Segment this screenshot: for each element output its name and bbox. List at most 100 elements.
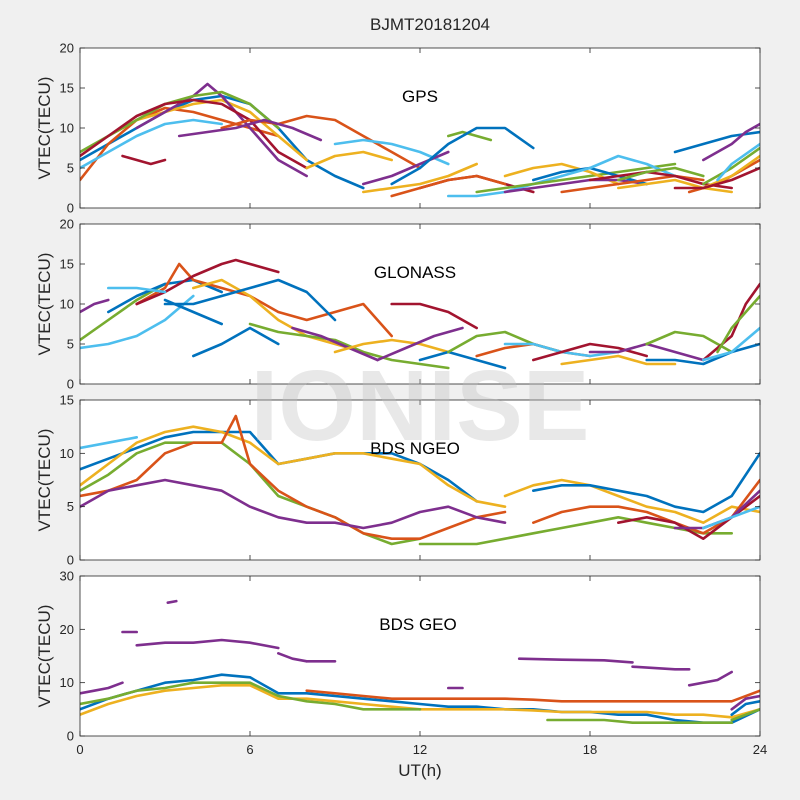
- x-tick-label: 12: [413, 742, 427, 757]
- y-tick-label: 20: [60, 622, 74, 637]
- y-tick-label: 20: [60, 41, 74, 56]
- series-group: [80, 258, 760, 370]
- series-line-27: [616, 166, 705, 182]
- series-line-34: [716, 142, 760, 182]
- series-line-3: [80, 425, 507, 509]
- series-line-9: [687, 670, 734, 687]
- series-line-16: [361, 162, 479, 194]
- panel-annotation: GLONASS: [374, 263, 456, 282]
- series-line-33: [701, 146, 760, 186]
- series-line-7: [517, 657, 634, 664]
- series-line-15: [546, 718, 734, 725]
- series-line-13: [361, 150, 450, 186]
- series-line-2: [80, 294, 195, 350]
- y-tick-label: 5: [67, 337, 74, 352]
- series-line-15: [333, 338, 450, 354]
- x-tick-label: 0: [76, 742, 83, 757]
- panel-bds-ngeo: 0 5 10 15 VTEC(TECU) BDS NGEO: [35, 393, 761, 568]
- series-line-22: [560, 354, 677, 366]
- series-line-30: [701, 122, 760, 162]
- series-line-14: [446, 130, 493, 142]
- series-group: [80, 414, 760, 546]
- y-tick-label: 30: [60, 569, 74, 584]
- y-tick-label: 0: [67, 553, 74, 568]
- series-line-9: [531, 451, 760, 514]
- y-axis-label: VTEC(TECU): [35, 429, 54, 532]
- series-line-5: [80, 414, 507, 541]
- y-tick-label: 10: [60, 297, 74, 312]
- series-line-4: [135, 82, 309, 178]
- series-line-35: [673, 166, 760, 190]
- series-line-27: [716, 294, 760, 354]
- y-tick-label: 0: [67, 377, 74, 392]
- series-line-16: [376, 326, 464, 362]
- series-line-9: [220, 114, 422, 170]
- series-line-14: [390, 302, 479, 330]
- series-line-8: [631, 665, 691, 671]
- y-tick-label: 15: [60, 81, 74, 96]
- y-tick-label: 0: [67, 729, 74, 744]
- y-tick-label: 15: [60, 393, 74, 408]
- x-axis-label: UT(h): [398, 761, 441, 780]
- series-line-8: [163, 278, 337, 322]
- series-line-14: [80, 681, 422, 711]
- series-line-6: [80, 478, 507, 530]
- series-line-3: [80, 282, 167, 342]
- y-axis-label: VTEC(TECU): [35, 253, 54, 356]
- series-line-18: [730, 707, 760, 722]
- series-line-4: [166, 599, 178, 605]
- series-line-3: [135, 638, 280, 650]
- series-line-11: [333, 138, 450, 166]
- series-line-24: [560, 154, 677, 178]
- series-line-13: [701, 505, 760, 530]
- series-line-10: [192, 326, 280, 358]
- y-axis-label: VTEC(TECU): [35, 605, 54, 708]
- x-tick-label: 24: [753, 742, 767, 757]
- series-line-11: [305, 689, 760, 703]
- series-line-12: [80, 673, 760, 725]
- series-line-8: [503, 478, 760, 525]
- series-line-1: [80, 298, 110, 314]
- series-line-9: [163, 298, 223, 326]
- series-line-12: [248, 322, 450, 370]
- series-line-8: [121, 154, 167, 166]
- series-line-29: [673, 130, 760, 154]
- series-line-11: [107, 286, 167, 294]
- x-tick-label: 18: [583, 742, 597, 757]
- series-line-15: [390, 126, 535, 186]
- series-group: [80, 82, 760, 198]
- series-line-17: [418, 350, 507, 370]
- series-line-25: [645, 342, 760, 366]
- series-line-17: [730, 694, 760, 711]
- series-line-10: [177, 118, 323, 142]
- watermark: IONISE: [251, 350, 590, 462]
- series-line-1: [80, 681, 124, 695]
- panel-gps: 0 5 10 15 20 VTEC(TECU) GPS: [35, 41, 761, 216]
- series-line-2: [80, 435, 138, 450]
- panel-annotation: GPS: [402, 87, 438, 106]
- y-tick-label: 15: [60, 257, 74, 272]
- series-line-10: [531, 478, 760, 535]
- y-tick-label: 20: [60, 217, 74, 232]
- series-line-13: [291, 326, 379, 362]
- series-group: [80, 599, 760, 725]
- y-tick-label: 10: [60, 446, 74, 461]
- series-line-5: [276, 651, 309, 663]
- series-line-7: [80, 98, 309, 170]
- y-tick-label: 10: [60, 675, 74, 690]
- plot-area: [80, 48, 760, 208]
- panel-bds-geo: 0 10 20 30 0 6 12 18 24 VTEC(TECU) BDS GEO: [35, 569, 767, 758]
- y-tick-label: 0: [67, 201, 74, 216]
- y-axis-label: VTEC(TECU): [35, 77, 54, 180]
- series-line-21: [503, 162, 620, 186]
- panels: 0 5 10 15 20 VTEC(TECU) GPS 0 5 10 15 20 VTEC(TECU) G…: [35, 41, 767, 758]
- series-line-20: [475, 162, 677, 194]
- panel-annotation: BDS GEO: [379, 615, 456, 634]
- series-line-18: [390, 174, 507, 198]
- figure-title: BJMT20181204: [370, 15, 490, 34]
- series-line-28: [701, 326, 760, 362]
- series-line-16: [730, 699, 760, 717]
- y-tick-label: 5: [67, 161, 74, 176]
- series-line-12: [305, 150, 394, 170]
